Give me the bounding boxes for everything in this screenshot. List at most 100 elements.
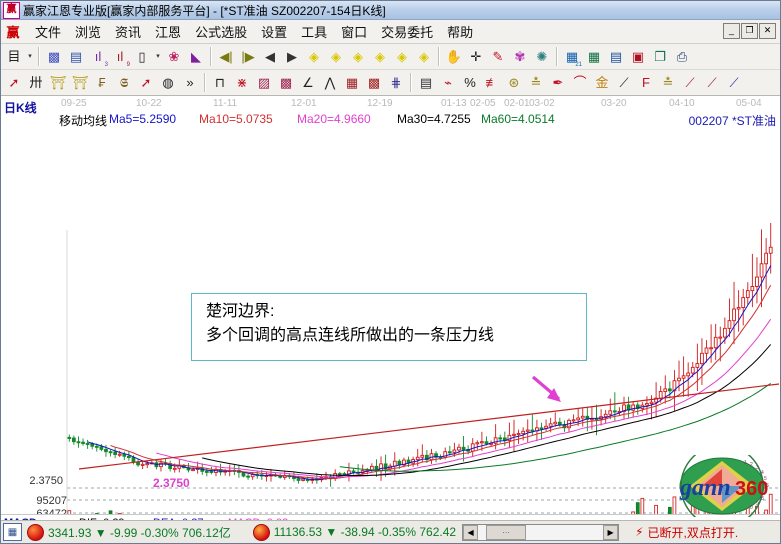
index1-percent: -0.30%	[140, 525, 179, 540]
more-tools-icon[interactable]: »	[186, 75, 194, 90]
percent-line-icon[interactable]: ⌁	[444, 75, 452, 90]
diamond-expand-icon[interactable]: ◈	[353, 49, 363, 64]
copy-icon[interactable]: ❐	[654, 49, 666, 64]
svg-text:3: 3	[756, 465, 759, 471]
color-flag-icon[interactable]: ◣	[191, 49, 201, 64]
svg-text:0: 0	[750, 505, 753, 511]
last-page-icon[interactable]: |▶	[241, 49, 255, 64]
box-fan-icon[interactable]: ▨	[257, 75, 271, 90]
candle-icon[interactable]: ▯	[138, 49, 146, 64]
horizontal-scrollbar[interactable]: ◀ ··· ▶	[462, 523, 620, 541]
index1-value: 3341.93	[48, 525, 92, 540]
gold-text-icon[interactable]: 金	[595, 75, 609, 90]
diamond-left-icon[interactable]: ◈	[309, 49, 319, 64]
grid-square-icon[interactable]: ▦	[345, 75, 359, 90]
period-dropdown-icon[interactable]: ▾	[28, 53, 32, 60]
pencil-mark-icon[interactable]: ✎	[492, 49, 504, 64]
circle-tool-icon[interactable]: ◍	[162, 75, 174, 90]
fan-angle-icon[interactable]: ⟋	[707, 75, 717, 90]
fan-lines-icon[interactable]: ⋇	[236, 75, 248, 90]
report-icon[interactable]: ▤	[609, 49, 623, 64]
gold-circle-icon[interactable]: ⊛	[508, 75, 520, 90]
rocket-grid-icon[interactable]: ➚	[140, 75, 152, 90]
gann-grid-gold-icon[interactable]: ⛩	[71, 75, 89, 90]
svg-text:6: 6	[766, 483, 769, 489]
document-list-icon[interactable]: ▤	[69, 49, 83, 64]
speed-line-icon[interactable]: ⟋	[685, 75, 695, 90]
menu-help[interactable]: 帮助	[447, 25, 474, 40]
ma60-legend: Ma60=4.0514	[481, 112, 555, 126]
index1-amount: 706.12亿	[182, 525, 231, 540]
candle-dropdown-icon[interactable]: ▾	[156, 53, 160, 60]
percent-level-icon[interactable]: ≢	[485, 75, 499, 90]
hand-pan-icon[interactable]: ✋	[445, 49, 463, 64]
menu-trade-order[interactable]: 交易委托	[381, 25, 434, 40]
pen-level-icon[interactable]: ✒	[552, 75, 564, 90]
scroll-right-button[interactable]: ▶	[603, 524, 619, 540]
scribble-chart-icon[interactable]: ▩	[47, 49, 61, 64]
date-tick-4: 12-19	[367, 98, 393, 109]
price-chart-panel[interactable]: 日K线 09-25 10-22 11-11 12-01 12-19 01-13 02-05 0…	[1, 96, 780, 514]
indicator-9-icon[interactable]: ıl 9	[116, 49, 130, 68]
f-slope-icon[interactable]: F	[642, 75, 650, 90]
gold-level-icon[interactable]: ≛	[530, 75, 542, 90]
calendar-period-icon[interactable]: 目	[7, 49, 21, 64]
date-tick-11: 05-04	[736, 98, 762, 109]
four-slope-icon[interactable]: ⟋	[729, 75, 739, 90]
first-page-icon[interactable]: ◀|	[219, 49, 233, 64]
diamond-right-icon[interactable]: ◈	[331, 49, 341, 64]
zigzag-icon[interactable]: ⋀	[324, 75, 336, 90]
indicator-3-icon[interactable]: ıl 3	[94, 49, 108, 68]
arc-tool-icon[interactable]: ⌒	[573, 75, 587, 90]
web-fan-icon[interactable]: ▩	[279, 75, 293, 90]
page-right-icon[interactable]: ▶	[287, 49, 297, 64]
grid-dense-icon[interactable]: ▩	[367, 75, 381, 90]
volume-axis-label-mid: 63472	[36, 508, 67, 514]
ma10-legend: Ma10=5.0735	[199, 112, 273, 126]
symbol-label: 002207 *ST准油	[689, 112, 776, 129]
grid-view-icon[interactable]: ▦	[3, 523, 22, 541]
scroll-thumb[interactable]: ···	[486, 524, 527, 540]
menu-news[interactable]: 资讯	[115, 25, 142, 40]
close-button[interactable]: ✕	[759, 23, 776, 39]
brain-tool-icon[interactable]: ✺	[536, 49, 548, 64]
ladder-icon[interactable]: ▤	[419, 75, 433, 90]
diamond-zoom-out-icon[interactable]: ◈	[419, 49, 429, 64]
rocket-tool-icon[interactable]: ➚	[8, 75, 20, 90]
save-disk-icon[interactable]: ▣	[631, 49, 645, 64]
menu-settings[interactable]: 设置	[261, 25, 288, 40]
knot-draw-icon[interactable]: ❀	[168, 49, 180, 64]
restore-button[interactable]: ❐	[741, 23, 758, 39]
gann-fan-gold-icon[interactable]: ⛩	[49, 75, 67, 90]
diamond-zoom-in-icon[interactable]: ◈	[397, 49, 407, 64]
print-icon[interactable]: ⎙	[676, 49, 688, 64]
menu-window[interactable]: 窗口	[341, 25, 368, 40]
date-tick-2: 11-11	[213, 98, 238, 109]
minimize-button[interactable]: _	[723, 23, 740, 39]
diamond-compress-icon[interactable]: ◈	[375, 49, 385, 64]
connection-status[interactable]: 已断开,双点打开.	[647, 525, 739, 540]
menu-tools[interactable]: 工具	[301, 25, 328, 40]
fibonacci-f-icon[interactable]: ₣	[98, 75, 106, 90]
parallel-lines-icon[interactable]: ⋕	[390, 75, 402, 90]
index1-quote: 3341.93 ▼ -9.99 -0.30% 706.12亿	[48, 524, 231, 541]
crosshair-icon[interactable]: ✛	[470, 49, 482, 64]
gold-slope-icon[interactable]: ≛	[662, 75, 674, 90]
slope-line-icon[interactable]: ⟋	[619, 75, 629, 90]
percent-icon[interactable]: %	[464, 75, 476, 90]
calendar-21-icon[interactable]: ▦ 21	[565, 49, 582, 68]
frame-tool-icon[interactable]: ⊓	[214, 75, 226, 90]
page-left-icon[interactable]: ◀	[265, 49, 275, 64]
grid-lines-icon[interactable]: 卅	[29, 75, 43, 90]
menu-formula-screen[interactable]: 公式选股	[195, 25, 248, 40]
menu-browse[interactable]: 浏览	[75, 25, 102, 40]
scroll-left-button[interactable]: ◀	[463, 524, 479, 540]
menu-file[interactable]: 文件	[35, 25, 62, 40]
volume-axis-label-high: 95207	[36, 495, 67, 507]
toolbar-separator	[210, 47, 212, 66]
menu-gann[interactable]: 江恩	[155, 25, 182, 40]
flower-tool-icon[interactable]: ✾	[514, 49, 526, 64]
angle-line-icon[interactable]: ∠	[302, 75, 314, 90]
spiral-icon[interactable]: 𝕾	[119, 75, 129, 90]
calculator-icon[interactable]: ▦	[587, 49, 601, 64]
